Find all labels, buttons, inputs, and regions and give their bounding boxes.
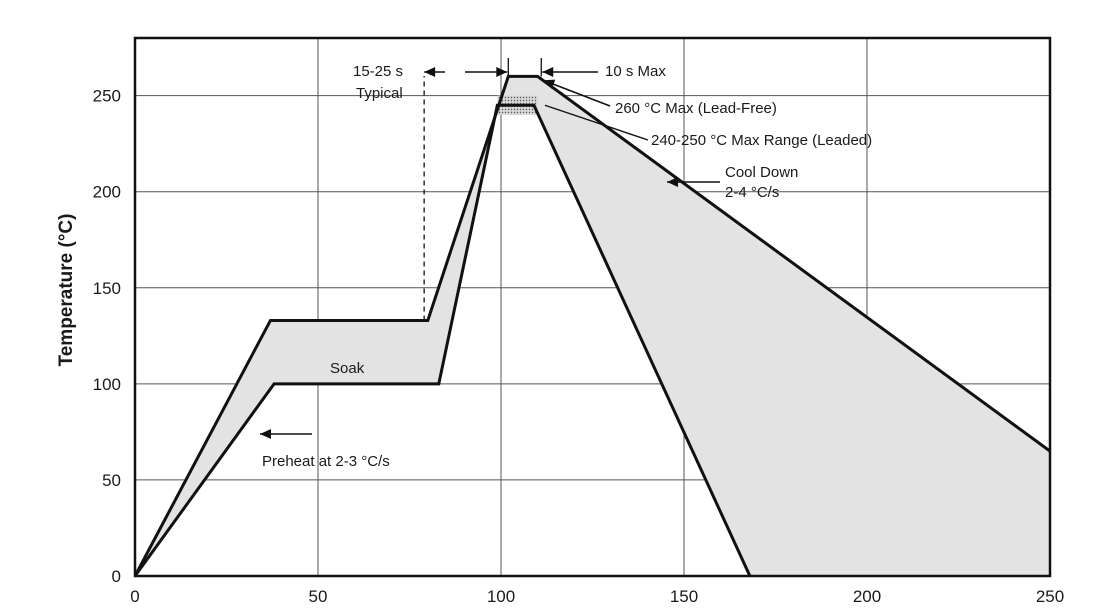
soak-label: Soak bbox=[330, 360, 365, 377]
preheat-label: Preheat at 2-3 °C/s bbox=[262, 453, 390, 470]
peak-leadfree-arrow-head bbox=[543, 79, 556, 89]
axis-frame bbox=[133, 36, 1052, 578]
y-tick-0: 0 bbox=[112, 567, 121, 586]
cool-down-label: Cool Down bbox=[725, 164, 798, 181]
typical-time-label: 15-25 s bbox=[353, 63, 403, 80]
preheat-arrow-head bbox=[260, 429, 271, 439]
profile-curves bbox=[133, 74, 1051, 577]
tolerance-area bbox=[135, 76, 1050, 576]
plot-frame bbox=[133, 36, 1052, 578]
x-tick-250: 250 bbox=[1036, 587, 1064, 606]
cool-down-arrow-head bbox=[667, 177, 678, 187]
x-tick-150: 150 bbox=[670, 587, 698, 606]
y-tick-labels: 0 50 100 150 200 250 bbox=[93, 87, 121, 586]
typical-arrow-left-head bbox=[424, 67, 436, 77]
max-time-arrow-head bbox=[542, 67, 554, 77]
y-tick-50: 50 bbox=[102, 471, 121, 490]
upper-limit-curve bbox=[133, 74, 1051, 577]
typical-arrow-right-head bbox=[496, 67, 508, 77]
y-tick-100: 100 bbox=[93, 375, 121, 394]
x-tick-50: 50 bbox=[309, 587, 328, 606]
max-time-label: 10 s Max bbox=[605, 63, 666, 80]
peak-leadfree-arrow-shaft bbox=[542, 79, 611, 107]
y-tick-250: 250 bbox=[93, 87, 121, 106]
peak-leaded-label: 240-250 °C Max Range (Leaded) bbox=[651, 132, 872, 149]
lower-limit-curve bbox=[133, 103, 752, 577]
x-tick-0: 0 bbox=[130, 587, 139, 606]
x-tick-100: 100 bbox=[487, 587, 515, 606]
peak-leadfree-label: 260 °C Max (Lead-Free) bbox=[615, 100, 777, 117]
y-tick-200: 200 bbox=[93, 183, 121, 202]
process-window-area bbox=[135, 76, 1050, 576]
annotation-marks bbox=[260, 58, 720, 439]
cool-rate-label: 2-4 °C/s bbox=[725, 184, 779, 201]
x-tick-labels: 0 50 100 150 200 250 bbox=[130, 587, 1064, 606]
typical-word-label: Typical bbox=[356, 85, 403, 102]
peak-leaded-leader bbox=[544, 104, 649, 141]
x-tick-200: 200 bbox=[853, 587, 881, 606]
y-axis-label: Temperature (°C) bbox=[56, 214, 77, 367]
y-tick-150: 150 bbox=[93, 279, 121, 298]
